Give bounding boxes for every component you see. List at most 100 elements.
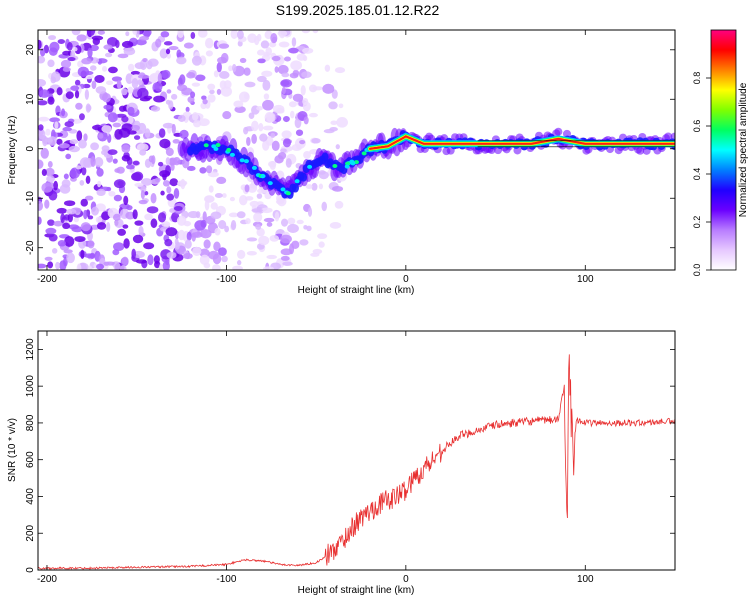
noise-blob <box>236 260 242 266</box>
noise-blob <box>162 122 174 129</box>
noise-blob <box>94 74 105 83</box>
noise-blob <box>207 93 216 103</box>
noise-blob <box>150 106 161 112</box>
noise-blob <box>68 224 80 230</box>
noise-blob <box>145 60 153 70</box>
noise-blob <box>168 157 178 166</box>
noise-blob <box>59 184 71 194</box>
noise-blob <box>199 248 210 258</box>
noise-blob <box>288 101 297 108</box>
x-tick-label: 100 <box>577 574 594 585</box>
noise-blob <box>234 106 246 114</box>
noise-blob <box>312 30 319 34</box>
noise-blob <box>263 93 270 100</box>
noise-blob <box>47 59 55 68</box>
noise-blob <box>197 30 208 38</box>
x-tick-label: 0 <box>403 574 409 585</box>
noise-blob <box>246 237 258 242</box>
noise-blob <box>254 35 260 46</box>
noise-blob <box>209 89 215 95</box>
noise-blob <box>205 165 213 174</box>
noise-blob <box>203 239 211 249</box>
noise-blob <box>140 190 145 200</box>
noise-blob <box>134 182 144 187</box>
noise-blob <box>229 196 235 202</box>
noise-blob <box>278 41 290 48</box>
noise-blob <box>163 223 170 228</box>
noise-blob <box>244 92 250 100</box>
noise-blob <box>131 124 140 131</box>
noise-blob <box>55 261 60 270</box>
noise-blob <box>191 232 196 242</box>
noise-blob <box>115 39 120 49</box>
noise-blob <box>158 128 166 138</box>
noise-blob <box>131 248 136 260</box>
noise-blob <box>117 53 129 59</box>
noise-blob <box>268 41 277 48</box>
noise-blob <box>246 250 257 256</box>
noise-blob <box>157 161 164 167</box>
noise-blob <box>122 224 129 229</box>
noise-blob <box>282 261 293 266</box>
ridge-highlight <box>285 191 291 196</box>
x-tick-label: -100 <box>216 274 236 285</box>
noise-blob <box>222 193 227 198</box>
noise-blob <box>74 236 86 242</box>
noise-blob <box>74 90 80 99</box>
noise-blob <box>170 162 175 171</box>
noise-blob <box>251 120 259 132</box>
noise-blob <box>274 66 279 73</box>
noise-blob <box>62 222 71 230</box>
noise-blob <box>56 138 63 145</box>
noise-blob <box>300 85 306 96</box>
noise-blob <box>154 177 161 183</box>
noise-blob <box>66 42 73 51</box>
noise-blob <box>91 80 97 90</box>
noise-blob <box>311 138 321 144</box>
noise-blob <box>264 30 273 40</box>
noise-blob <box>244 196 254 201</box>
noise-blob <box>318 170 326 175</box>
noise-blob <box>169 208 176 214</box>
noise-blob <box>317 233 328 240</box>
noise-blob <box>165 157 171 166</box>
noise-blob <box>181 87 193 96</box>
noise-blob <box>56 207 67 214</box>
noise-blob <box>144 128 151 139</box>
noise-blob <box>282 138 292 148</box>
noise-blob <box>308 84 318 93</box>
noise-blob <box>135 39 147 46</box>
noise-blob <box>132 171 144 182</box>
noise-blob <box>302 47 314 54</box>
noise-blob <box>38 263 47 269</box>
noise-blob <box>80 222 91 232</box>
ridge-highlight <box>203 143 209 148</box>
noise-blob <box>121 144 131 153</box>
noise-blob <box>127 63 135 72</box>
noise-blob <box>245 217 251 225</box>
noise-blob <box>76 263 82 270</box>
noise-blob <box>288 47 299 54</box>
noise-blob <box>270 33 278 44</box>
noise-blob <box>143 30 151 38</box>
noise-blob <box>91 206 99 216</box>
noise-blob <box>330 120 338 125</box>
noise-blob <box>266 222 273 227</box>
y-tick-label: 1200 <box>25 338 36 361</box>
noise-blob <box>263 217 275 223</box>
noise-blob <box>151 155 156 165</box>
noise-blob <box>183 220 192 227</box>
noise-blob <box>305 184 313 189</box>
noise-blob <box>63 200 76 207</box>
snr-background <box>38 331 675 570</box>
ridge-highlight <box>211 144 217 149</box>
noise-blob <box>218 71 230 79</box>
noise-blob <box>322 83 335 94</box>
noise-blob <box>125 31 130 37</box>
noise-blob <box>48 190 58 201</box>
noise-blob <box>204 195 215 203</box>
noise-blob <box>207 83 216 91</box>
noise-blob <box>48 233 58 242</box>
ridge-core <box>291 183 299 193</box>
noise-blob <box>223 80 232 89</box>
